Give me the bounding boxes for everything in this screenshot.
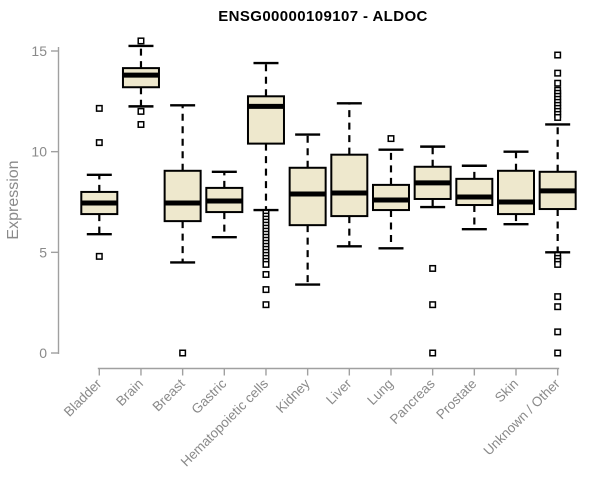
outlier-point-breast	[179, 349, 187, 357]
outlier-point-unknown-other	[554, 303, 562, 311]
y-tick-label: 10	[31, 144, 47, 160]
outlier-point-hematopoietic-cells	[262, 270, 270, 278]
outlier-point-unknown-other	[554, 113, 562, 121]
box-skin	[497, 169, 535, 216]
x-category-label: Prostate	[433, 376, 479, 422]
outlier-point-bladder	[95, 139, 103, 147]
outlier-point-brain	[137, 37, 145, 45]
y-tick-label: 15	[31, 43, 47, 59]
outlier-point-unknown-other	[554, 51, 562, 59]
x-category-label: Lung	[364, 376, 396, 408]
y-tick-label: 0	[39, 345, 47, 361]
outlier-point-bladder	[95, 252, 103, 260]
outlier-point-brain	[137, 107, 145, 115]
box-prostate	[455, 177, 494, 207]
box-hematopoietic-cells	[246, 95, 285, 145]
x-category-label: Breast	[150, 376, 188, 414]
x-category-label: Gastric	[189, 376, 230, 417]
box-breast	[163, 169, 202, 223]
box-lung	[371, 183, 410, 212]
chart-title: ENSG00000109107 - ALDOC	[218, 8, 428, 25]
box-brain	[121, 67, 160, 89]
box-liver	[330, 153, 369, 218]
outlier-point-lung	[387, 135, 395, 143]
outlier-point-pancreas	[429, 349, 437, 357]
outlier-point-pancreas	[429, 301, 437, 309]
outlier-point-pancreas	[429, 264, 437, 272]
x-category-label: Pancreas	[387, 376, 438, 427]
outlier-point-unknown-other	[554, 69, 562, 77]
y-tick-label: 5	[39, 244, 47, 260]
x-category-label: Unknown / Other	[481, 376, 564, 459]
outlier-point-hematopoietic-cells	[262, 286, 270, 294]
x-category-label: Kidney	[273, 376, 313, 416]
outlier-point-hematopoietic-cells	[262, 260, 270, 268]
x-category-label: Bladder	[61, 376, 105, 420]
x-category-label: Brain	[113, 376, 146, 409]
x-category-label: Skin	[492, 376, 521, 405]
x-category-label: Liver	[323, 376, 355, 408]
outlier-point-bladder	[95, 104, 103, 112]
outlier-point-unknown-other	[554, 260, 562, 268]
outlier-point-unknown-other	[554, 349, 562, 357]
outlier-point-unknown-other	[554, 328, 562, 336]
outlier-point-brain	[137, 120, 145, 128]
outlier-point-unknown-other	[554, 293, 562, 301]
outlier-point-unknown-other	[554, 79, 562, 87]
box-kidney	[288, 166, 327, 227]
outlier-point-hematopoietic-cells	[262, 301, 270, 309]
